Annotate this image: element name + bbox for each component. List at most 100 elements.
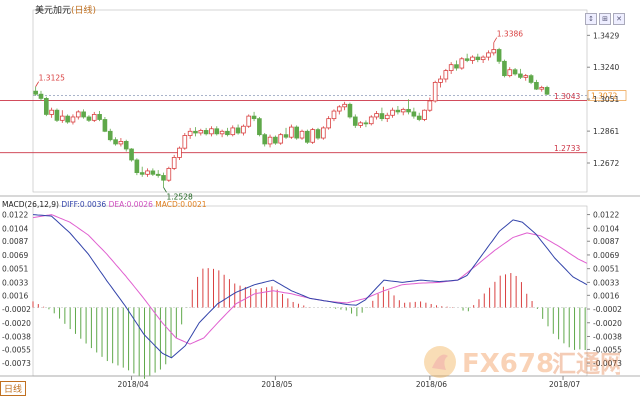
candle-body: [480, 56, 486, 61]
macd-left-tick-label: 0.0087: [2, 237, 28, 246]
diff-legend-value: 0.0036: [79, 200, 107, 209]
macd-tick-label: 0.0033: [593, 278, 619, 287]
layout-icon[interactable]: ⊞: [599, 13, 611, 25]
diff-legend-label: DIFF:: [61, 200, 80, 209]
price-tick-label: 1.3051: [593, 95, 619, 104]
macd-tick-label: -0.0002: [593, 305, 622, 314]
candle-body: [411, 111, 417, 117]
candle-body: [54, 109, 60, 121]
diff-legend: DIFF:0.0036: [61, 200, 106, 209]
macd-histogram: [32, 268, 586, 379]
candle-body: [422, 109, 427, 120]
macd-legend-value: 0.0021: [180, 200, 207, 209]
period-label: (日线): [71, 6, 97, 16]
period-tab[interactable]: 日线: [0, 381, 27, 396]
candle-body: [379, 113, 385, 120]
candle-body: [225, 130, 230, 136]
candle-body: [107, 130, 113, 141]
candle-body: [139, 172, 145, 175]
macd-indicator-name: MACD(26,12,9): [2, 200, 59, 209]
candle-body: [251, 115, 257, 120]
candle-body: [155, 173, 161, 176]
candle-body: [464, 58, 470, 61]
candle-body: [294, 126, 300, 139]
candle-body: [427, 100, 433, 111]
fx678-watermark: FX678 汇通网: [420, 342, 624, 382]
macd-left-tick-label: 0.0033: [2, 278, 28, 287]
resize-icon[interactable]: ↕: [585, 13, 597, 25]
dea-legend-value: 0.0026: [126, 200, 153, 209]
last-price-label: 1.3072: [591, 92, 617, 101]
candle-body: [523, 75, 529, 78]
macd-left-tick-label: -0.0038: [2, 332, 31, 341]
candle-body: [534, 81, 539, 90]
macd-left-tick-label: 0.0122: [2, 211, 28, 220]
candle-body: [416, 115, 422, 120]
macd-tick-label: 0.0122: [593, 211, 619, 220]
high-annotation: 1.3125: [39, 74, 65, 83]
candle-body: [443, 70, 449, 80]
candle-body: [358, 122, 363, 126]
watermark-brand: FX678: [462, 349, 554, 379]
candle-body: [75, 111, 81, 118]
candle-body: [336, 106, 342, 112]
candle-body: [134, 159, 140, 174]
candle-body: [305, 130, 310, 143]
candle-body: [91, 114, 97, 121]
price-grid: [0, 9, 640, 197]
candle-body: [273, 136, 278, 144]
candle-body: [161, 175, 166, 181]
candle-body: [384, 114, 390, 120]
macd-y-axis: 0.0122 0.0122 0.0104 0.0104 0.0087 0.0087 0.00…: [2, 211, 622, 369]
candle-body: [33, 90, 38, 95]
candle-body: [448, 64, 454, 71]
macd-lines: [32, 214, 588, 359]
price-tick-label: 1.3429: [593, 31, 619, 40]
candle-body: [347, 103, 353, 118]
date-x-axis: 2018/04 2018/05 2018/06 2018/07: [0, 375, 640, 389]
macd-legend-label: MACD:: [155, 200, 181, 209]
macd-left-tick-label: 0.0016: [2, 291, 28, 300]
high-annotation: 1.3386: [497, 30, 523, 39]
candle-body: [374, 113, 379, 118]
candle-body: [518, 73, 523, 78]
instrument-name: 美元加元: [35, 6, 72, 16]
candle-body: [65, 115, 70, 123]
macd-tick-label: 0.0051: [593, 265, 619, 274]
macd-left-tick-label: -0.0073: [2, 359, 31, 368]
candle-body: [470, 56, 475, 61]
candle-body: [219, 130, 225, 135]
candle-body: [118, 141, 124, 145]
hline-label: 1.3043: [554, 92, 580, 101]
macd-left-tick-label: 0.0051: [2, 265, 28, 274]
macd-tick-label: 0.0069: [593, 251, 619, 260]
candle-body: [496, 49, 502, 62]
candle-body: [113, 139, 118, 145]
price-y-axis: 1.3429 1.3240 1.3051 1.2861 1.2672: [587, 31, 619, 168]
candle-body: [326, 118, 331, 129]
candle-body: [368, 116, 374, 125]
candle-body: [102, 119, 108, 132]
dea-line: [32, 214, 588, 345]
candle-body: [400, 108, 406, 113]
candle-body: [454, 64, 459, 69]
price-tick-label: 1.3240: [593, 63, 619, 72]
candle-body: [43, 98, 49, 115]
candle-body: [438, 78, 443, 83]
candle-body: [246, 115, 252, 127]
macd-tick-label: -0.0055: [593, 345, 622, 354]
candle-body: [390, 109, 395, 116]
candle-body: [235, 127, 241, 134]
candle-body: [257, 118, 262, 136]
low-annotation: 1.2528: [167, 192, 193, 201]
candle-body: [129, 148, 134, 161]
close-icon[interactable]: ✕: [613, 13, 625, 25]
candle-body: [342, 103, 347, 108]
macd-legend: MACD(26,12,9) DIFF:0.0036 DEA:0.0026 MAC…: [2, 200, 207, 210]
candle-body: [145, 170, 150, 175]
candle-body: [171, 157, 177, 169]
candle-body: [352, 116, 358, 126]
candle-body: [502, 60, 507, 77]
candle-body: [320, 127, 326, 139]
